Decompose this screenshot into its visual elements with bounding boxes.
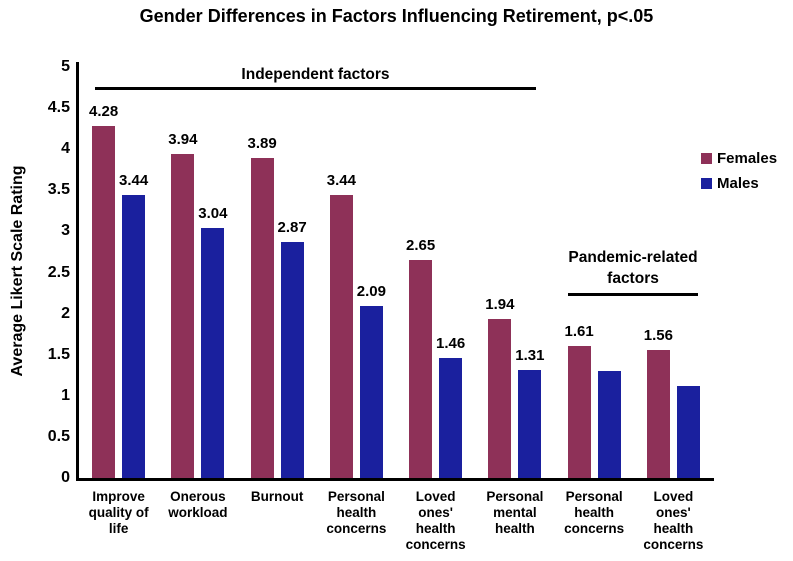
bar-value-label-males-1: 3.44 xyxy=(119,172,149,189)
annotation-independent-factors-underline xyxy=(95,87,536,90)
legend-swatch-females xyxy=(701,153,712,164)
bar-value-label-females-2: 3.94 xyxy=(168,131,198,148)
bar-value-label-males-5: 1.46 xyxy=(436,335,466,352)
bar-males-2 xyxy=(201,228,225,478)
y-tick-label: 1 xyxy=(61,386,70,404)
y-tick-label: 3.5 xyxy=(47,181,70,199)
legend-label-males: Males xyxy=(717,175,759,192)
category-label-4: Personal health concerns xyxy=(326,489,387,536)
bar-females-4 xyxy=(329,195,353,478)
bar-females-6 xyxy=(488,319,512,478)
bar-females-8 xyxy=(646,350,670,478)
bar-value-label-females-5: 2.65 xyxy=(406,237,436,254)
legend-item-females: Females xyxy=(701,146,777,171)
bar-value-label-males-3: 2.87 xyxy=(277,219,307,236)
bar-males-7 xyxy=(597,371,621,478)
bar-females-2 xyxy=(171,154,195,478)
annotation-pandemic-factors-underline xyxy=(568,293,698,296)
category-label-3: Burnout xyxy=(250,489,304,504)
bar-value-label-females-6: 1.94 xyxy=(485,296,515,313)
bar-males-4 xyxy=(359,306,383,478)
legend-item-males: Males xyxy=(701,171,777,196)
x-axis-line xyxy=(76,478,714,481)
y-tick-label: 5 xyxy=(61,58,70,75)
legend: Females Males xyxy=(701,146,777,196)
bar-males-5 xyxy=(439,358,463,478)
bar-males-3 xyxy=(280,242,304,478)
bar-females-3 xyxy=(250,158,274,478)
y-tick-label: 2 xyxy=(61,304,70,322)
y-axis-line xyxy=(76,62,79,481)
bar-males-1 xyxy=(122,195,146,478)
bar-value-label-females-3: 3.89 xyxy=(247,135,277,152)
bar-value-label-females-8: 1.56 xyxy=(643,327,673,344)
y-tick-label: 0.5 xyxy=(47,427,70,445)
y-tick-label: 4 xyxy=(61,140,70,158)
y-tick-label: 3 xyxy=(61,222,70,240)
bar-value-label-males-2: 3.04 xyxy=(198,205,228,222)
bar-value-label-females-4: 3.44 xyxy=(326,172,356,189)
bar-males-8 xyxy=(676,386,700,478)
y-tick-label: 1.5 xyxy=(47,345,70,363)
bar-females-7 xyxy=(567,346,591,478)
category-label-6: Personal mental health xyxy=(486,489,544,536)
legend-label-females: Females xyxy=(717,150,778,167)
y-tick-label: 4.5 xyxy=(47,99,70,117)
bar-females-5 xyxy=(409,260,433,478)
bar-value-label-females-1: 4.28 xyxy=(89,103,119,120)
annotation-pandemic-related-factors: Pandemic-related factors xyxy=(568,249,698,287)
annotation-independent-factors: Independent factors xyxy=(241,66,390,83)
bar-value-label-males-4: 2.09 xyxy=(356,283,386,300)
bar-value-label-females-7: 1.61 xyxy=(564,323,594,340)
bar-value-label-males-6: 1.31 xyxy=(515,347,545,364)
chart-title: Gender Differences in Factors Influencin… xyxy=(139,6,654,26)
legend-swatch-males xyxy=(701,178,712,189)
y-tick-label: 2.5 xyxy=(47,263,70,281)
category-label-1: Improve quality of life xyxy=(88,489,149,536)
category-label-7: Personal health concerns xyxy=(564,489,625,536)
y-tick-label: 0 xyxy=(61,469,70,486)
bar-females-1 xyxy=(92,126,116,478)
bar-males-6 xyxy=(518,370,542,478)
category-label-8: Loved ones' health concerns xyxy=(643,489,704,552)
category-label-5: Loved ones' health concerns xyxy=(405,489,466,552)
category-label-2: Onerous workload xyxy=(168,489,228,520)
